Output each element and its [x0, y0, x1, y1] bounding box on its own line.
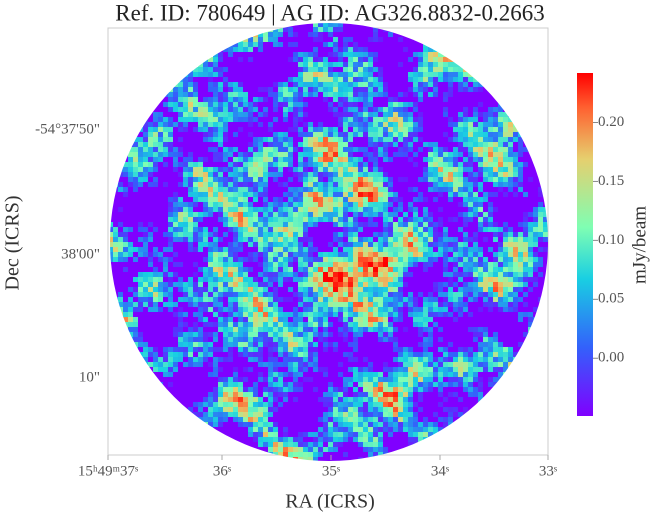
- x-axis-label: RA (ICRS): [285, 491, 374, 513]
- x-tick-label: 15ʰ49ᵐ37ˢ: [78, 463, 138, 479]
- y-axis-label: Dec (ICRS): [2, 196, 24, 291]
- image: [110, 23, 548, 461]
- colorbar-tick-label: 0.05: [598, 291, 624, 307]
- y-tick-label: -54°37'50": [35, 121, 100, 137]
- colorbar-tick-label: 0.20: [598, 114, 624, 130]
- y-tick-label: 10": [79, 369, 100, 385]
- colorbar-tick-label: 0.15: [598, 173, 624, 189]
- x-tick-label: 34ˢ: [431, 463, 449, 479]
- colorbar-tick-label: 0.00: [598, 350, 624, 366]
- x-tick-label: 35ˢ: [322, 463, 340, 479]
- x-tick-label: 33ˢ: [539, 463, 557, 479]
- x-tick-label: 36ˢ: [213, 463, 231, 479]
- y-tick-label: 38'00": [61, 246, 100, 262]
- colorbar: [577, 73, 593, 416]
- chart-title: Ref. ID: 780649 | AG ID: AG326.8832-0.26…: [115, 0, 544, 25]
- colorbar-tick-label: 0.10: [598, 232, 624, 248]
- colorbar-label: mJy/beam: [629, 206, 650, 284]
